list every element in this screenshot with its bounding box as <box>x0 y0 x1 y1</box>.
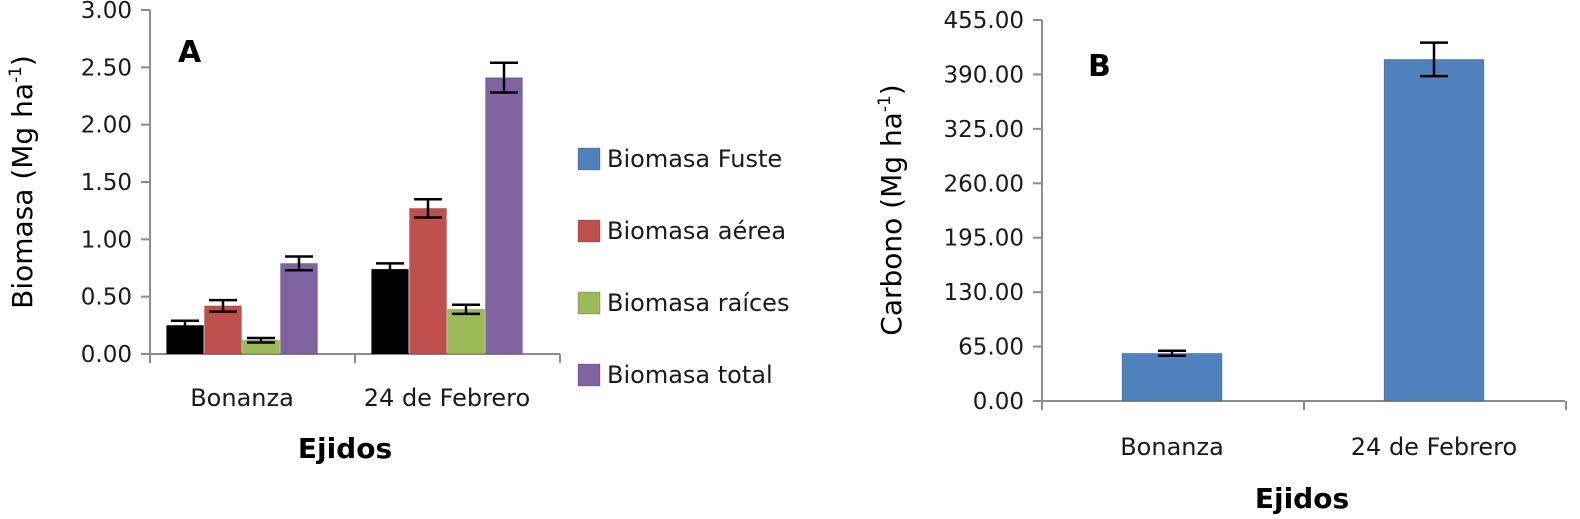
chart-a: 0.00 0.50 1.00 1.50 2.00 2.50 3.00 Bonanza 24 d… <box>6 0 789 465</box>
chart-a-error-bar <box>171 319 199 332</box>
chart-b-y-ticks: 0.00 65.00 130.00 195.00 260.00 325.00 390.00 4… <box>944 8 1042 415</box>
legend-label: Biomasa Fuste <box>607 145 782 173</box>
chart-a-bar <box>447 308 485 355</box>
chart-b-panel-letter: B <box>1088 49 1111 84</box>
chart-b-category-labels: Bonanza 24 de Febrero <box>1120 433 1517 461</box>
chart-b-error-bar <box>1420 41 1448 78</box>
legend-item: Biomasa total <box>577 361 773 389</box>
chart-a-bars <box>166 61 523 355</box>
chart-b-bar <box>1121 352 1223 402</box>
chart-a-category-labels: Bonanza 24 de Febrero <box>190 384 530 412</box>
chart-a-category-label: Bonanza <box>190 384 294 412</box>
chart-b-y-axis-title-main: Carbono (Mg ha <box>875 112 908 336</box>
legend-swatch <box>577 363 601 387</box>
chart-a-y-axis-title-sup: -1 <box>6 66 26 83</box>
chart-b-error-bar <box>1158 349 1186 358</box>
chart-a-bar <box>371 268 409 355</box>
legend-swatch <box>577 219 601 243</box>
chart-a-x-axis-title: Ejidos <box>298 432 392 465</box>
legend-label: Biomasa aérea <box>607 217 786 245</box>
legend-item: Biomasa aérea <box>577 217 786 245</box>
chart-a-bar <box>409 207 447 355</box>
chart-a-bar <box>485 77 523 355</box>
chart-a-y-axis-title-main: Biomasa (Mg ha <box>6 83 39 309</box>
chart-b-x-axis-title: Ejidos <box>1255 482 1349 515</box>
chart-a-category-label: 24 de Febrero <box>364 384 530 412</box>
chart-b-bar <box>1383 58 1485 402</box>
chart-a-x-ticks <box>149 354 561 363</box>
chart-a-y-axis-title-end: ) <box>6 55 39 66</box>
chart-a-error-bar <box>490 61 518 94</box>
chart-a-error-bar <box>285 255 313 272</box>
chart-b-category-label: 24 de Febrero <box>1351 433 1517 461</box>
chart-a-bar <box>204 305 242 355</box>
chart-a-bar <box>280 262 318 355</box>
legend-swatch <box>577 291 601 315</box>
chart-a-error-bar <box>414 197 442 219</box>
chart-a-y-axis-title: Biomasa (Mg ha-1) <box>6 55 39 309</box>
chart-b-y-tick-label: 325.00 <box>944 117 1024 143</box>
legend-item: Biomasa Fuste <box>577 145 782 173</box>
chart-a-y-tick-label: 0.00 <box>81 342 132 368</box>
chart-b-y-tick-label: 0.00 <box>973 389 1024 415</box>
chart-a-error-bar <box>452 303 480 316</box>
chart-b-bars <box>1121 41 1485 402</box>
chart-a-y-tick-label: 2.00 <box>81 113 132 139</box>
chart-b-y-tick-label: 65.00 <box>958 335 1024 361</box>
chart-a-legend: Biomasa Fuste Biomasa aérea Biomasa raíces… <box>577 145 789 389</box>
chart-b-y-axis-title-sup: -1 <box>875 95 895 112</box>
chart-a-panel-letter: A <box>178 35 202 70</box>
legend-swatch <box>577 147 601 171</box>
chart-a-error-bar <box>247 336 275 344</box>
chart-a-y-tick-label: 1.50 <box>81 170 132 196</box>
chart-b-category-label: Bonanza <box>1120 433 1224 461</box>
chart-b-y-tick-label: 195.00 <box>944 226 1024 252</box>
chart-a-y-tick-label: 2.50 <box>81 55 132 81</box>
chart-b-y-tick-label: 455.00 <box>944 8 1024 34</box>
chart-b-y-tick-label: 260.00 <box>944 171 1024 197</box>
chart-b-x-ticks <box>1041 401 1567 410</box>
legend-item: Biomasa raíces <box>577 289 789 317</box>
chart-b: 0.00 65.00 130.00 195.00 260.00 325.00 390.00 4… <box>875 8 1567 515</box>
chart-b-y-axis-title-end: ) <box>875 84 908 95</box>
chart-a-y-ticks: 0.00 0.50 1.00 1.50 2.00 2.50 3.00 <box>81 0 150 368</box>
chart-a-error-bar <box>376 262 404 277</box>
legend-label: Biomasa raíces <box>607 289 789 317</box>
chart-a-y-tick-label: 1.00 <box>81 227 132 253</box>
chart-b-y-axis-title: Carbono (Mg ha-1) <box>875 84 908 335</box>
chart-a-y-tick-label: 3.00 <box>81 0 132 24</box>
chart-a-error-bar <box>209 298 237 313</box>
legend-label: Biomasa total <box>607 361 773 389</box>
chart-b-y-tick-label: 390.00 <box>944 62 1024 88</box>
chart-b-y-tick-label: 130.00 <box>944 280 1024 306</box>
chart-a-y-tick-label: 0.50 <box>81 285 132 311</box>
